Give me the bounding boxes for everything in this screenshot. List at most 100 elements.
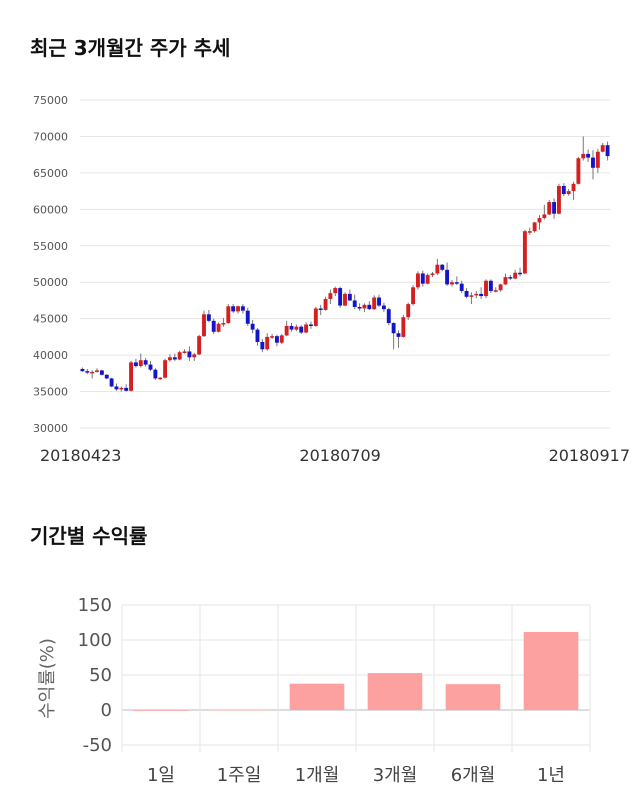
y-tick-label: 70000 bbox=[33, 130, 68, 143]
candle-body bbox=[99, 370, 104, 375]
candle-body bbox=[581, 153, 586, 159]
candle-body bbox=[255, 329, 260, 342]
candle-body bbox=[372, 297, 377, 310]
candle-body bbox=[250, 323, 255, 330]
candle-body bbox=[202, 314, 206, 337]
x-tick-label: 1일 bbox=[147, 765, 175, 786]
candle-body bbox=[508, 277, 513, 279]
candle-body bbox=[313, 308, 318, 326]
candle-body bbox=[206, 314, 211, 321]
candle-body bbox=[90, 371, 95, 374]
candle-body bbox=[109, 378, 114, 387]
candle-body bbox=[192, 354, 197, 358]
candle-body bbox=[391, 323, 396, 334]
candle-body bbox=[522, 231, 527, 274]
candle-body bbox=[566, 191, 571, 195]
candle-body bbox=[484, 280, 488, 297]
candle-body bbox=[552, 202, 557, 214]
candle-body bbox=[95, 370, 99, 372]
candle-body bbox=[591, 157, 595, 168]
candle-body bbox=[168, 357, 172, 361]
candle-body bbox=[605, 145, 610, 157]
candle-body bbox=[197, 336, 202, 355]
candle-body bbox=[381, 305, 386, 310]
return-bar bbox=[367, 673, 423, 710]
x-tick-label: 20180917 bbox=[549, 446, 630, 465]
candle-body bbox=[114, 386, 119, 390]
y-tick-label: 55000 bbox=[33, 240, 68, 253]
candle-body bbox=[129, 362, 133, 391]
candle-body bbox=[289, 325, 294, 330]
candle-body bbox=[85, 371, 90, 373]
candle-body bbox=[274, 336, 279, 343]
candle-body bbox=[158, 377, 163, 380]
x-tick-label: 1년 bbox=[537, 765, 565, 786]
candle-body bbox=[240, 306, 245, 311]
candle-body bbox=[415, 273, 420, 288]
candle-body bbox=[527, 231, 532, 233]
x-tick-label: 20180423 bbox=[40, 446, 121, 465]
candle-body bbox=[133, 362, 138, 367]
x-tick-label: 6개월 bbox=[451, 765, 496, 786]
candle-body bbox=[576, 158, 581, 184]
candle-body bbox=[537, 218, 542, 223]
candle-body bbox=[299, 326, 304, 333]
y-tick-label: 150 bbox=[78, 595, 112, 616]
candle-body bbox=[148, 364, 153, 370]
period-return-bar-chart: 150 100 50 0 -50 수익률(%) 1일 1주일 1개월 3개월 6개월 1년 bbox=[37, 595, 591, 786]
candle-body bbox=[265, 336, 270, 350]
candle-body bbox=[362, 304, 367, 309]
candle-body bbox=[338, 288, 343, 306]
candle-body bbox=[464, 290, 469, 297]
candle-body bbox=[532, 222, 537, 232]
candle-body bbox=[245, 310, 250, 324]
candle-body bbox=[80, 368, 85, 372]
candle-body bbox=[119, 387, 124, 390]
candle-body bbox=[454, 282, 459, 284]
candle-body bbox=[216, 323, 221, 332]
candle-body bbox=[377, 297, 381, 306]
candle-body bbox=[459, 283, 464, 291]
candle-body bbox=[430, 273, 435, 275]
candle-body bbox=[425, 274, 430, 284]
y-tick-label: 50 bbox=[89, 665, 112, 686]
candle-body bbox=[226, 306, 231, 324]
candle-body bbox=[445, 269, 450, 285]
candle-body bbox=[153, 369, 158, 379]
candle-body bbox=[138, 360, 143, 367]
price-candlestick-chart: 75000 70000 65000 60000 55000 50000 45000 40000… bbox=[33, 94, 630, 465]
candle-body bbox=[561, 186, 566, 195]
candle-body bbox=[284, 325, 289, 336]
candle-body bbox=[547, 202, 552, 215]
candle-body bbox=[221, 323, 226, 325]
candle-body bbox=[347, 293, 352, 301]
candle-body bbox=[435, 264, 440, 274]
candle-body bbox=[488, 280, 493, 291]
candle-body bbox=[357, 307, 362, 309]
candle-body bbox=[595, 151, 600, 168]
candle-body bbox=[328, 293, 333, 299]
y-tick-label: 30000 bbox=[33, 422, 68, 435]
price-trend-title: 최근 3개월간 주가 추세 bbox=[30, 36, 231, 60]
candle-body bbox=[406, 304, 411, 318]
candle-body bbox=[279, 335, 284, 343]
x-tick-label: 20180709 bbox=[299, 446, 380, 465]
candle-body bbox=[513, 272, 518, 279]
candle-body bbox=[440, 264, 445, 270]
return-bar bbox=[523, 631, 579, 710]
candle-body bbox=[352, 300, 357, 308]
y-tick-label: 65000 bbox=[33, 167, 68, 180]
candle-body bbox=[124, 387, 129, 391]
candle-body bbox=[571, 183, 576, 192]
y-tick-label: 0 bbox=[101, 700, 112, 721]
return-bar bbox=[289, 683, 345, 710]
candle-body bbox=[309, 324, 313, 326]
y-tick-label: 60000 bbox=[33, 203, 68, 216]
candle-body bbox=[211, 320, 216, 332]
candle-body bbox=[396, 333, 401, 337]
return-bar bbox=[445, 684, 501, 710]
candle-body bbox=[143, 360, 148, 365]
x-tick-label: 1주일 bbox=[217, 765, 262, 786]
candle-body bbox=[586, 153, 591, 158]
candle-body bbox=[104, 374, 109, 379]
